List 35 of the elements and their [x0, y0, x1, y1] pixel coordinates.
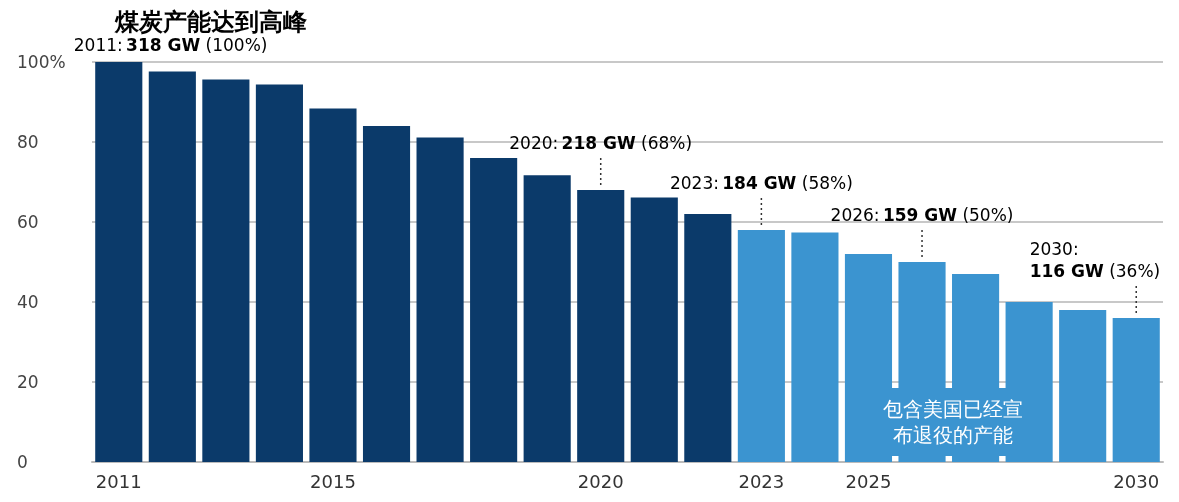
y-tick-label: 0: [17, 452, 28, 472]
bar: [202, 79, 250, 462]
x-tick-label: 2011: [95, 470, 142, 492]
annotation: 包含美国已经宣布退役的产能: [883, 397, 1024, 447]
bar: [470, 158, 518, 462]
bar: [255, 84, 303, 462]
x-tick-label: 2015: [310, 470, 356, 492]
bar: [148, 71, 196, 462]
bar: [1059, 310, 1107, 462]
annotation: 2026: 159 GW (50%): [830, 205, 1014, 225]
x-tick-label: 2030: [1113, 470, 1160, 492]
bar: [309, 108, 357, 462]
y-tick-label: 60: [17, 212, 39, 232]
chart-title: 煤炭产能达到高峰: [114, 6, 308, 36]
bar: [1112, 318, 1160, 462]
annotation: 2030: 116 GW (36%): [1029, 239, 1161, 281]
bar: [95, 62, 143, 462]
x-tick-label: 2025: [845, 470, 892, 492]
bar: [577, 190, 625, 462]
y-tick-label: 100%: [17, 52, 66, 72]
annotation: 2020: 218 GW (68%): [509, 133, 693, 153]
y-tick-label: 20: [17, 372, 39, 392]
x-tick-label: 2020: [577, 470, 624, 492]
bar: [791, 232, 839, 462]
bar: [737, 230, 785, 462]
bar: [630, 197, 678, 462]
y-tick-label: 40: [17, 292, 39, 312]
bar: [684, 214, 732, 462]
bar: [416, 137, 464, 462]
y-tick-label: 80: [17, 132, 39, 152]
bar: [523, 175, 571, 462]
annotation: 2023: 184 GW (58%): [669, 173, 853, 193]
annotation: 2011: 318 GW (100%): [73, 35, 268, 55]
x-tick-label: 2023: [738, 470, 785, 492]
bar: [362, 126, 411, 462]
